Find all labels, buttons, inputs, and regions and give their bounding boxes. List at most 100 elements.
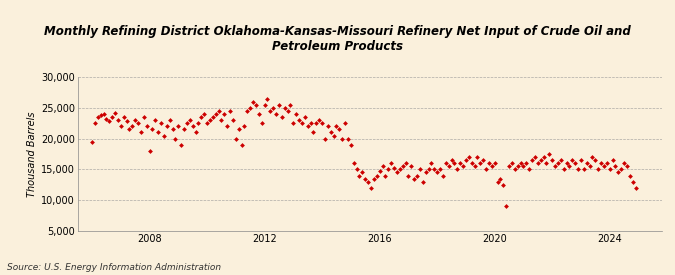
Point [567, 158, 578, 162]
Point [242, 109, 252, 113]
Point [150, 118, 161, 122]
Point [587, 155, 598, 159]
Point [323, 124, 333, 128]
Point [443, 164, 454, 169]
Point [239, 124, 250, 128]
Point [245, 106, 256, 110]
Point [95, 113, 106, 117]
Point [198, 112, 209, 116]
Point [590, 158, 601, 162]
Point [599, 164, 610, 169]
Point [366, 186, 377, 190]
Point [423, 167, 434, 172]
Point [104, 119, 115, 123]
Point [374, 168, 385, 173]
Point [487, 164, 497, 169]
Point [187, 124, 198, 128]
Point [435, 167, 446, 172]
Point [584, 164, 595, 169]
Point [109, 111, 120, 115]
Point [161, 124, 172, 128]
Point [305, 121, 316, 125]
Point [558, 167, 569, 172]
Point [581, 161, 592, 166]
Point [319, 136, 330, 141]
Point [348, 161, 359, 166]
Point [518, 164, 529, 169]
Point [236, 142, 247, 147]
Point [136, 130, 146, 135]
Point [147, 127, 158, 131]
Point [533, 161, 543, 166]
Point [392, 170, 402, 175]
Point [302, 124, 313, 128]
Point [271, 112, 281, 116]
Point [90, 121, 101, 125]
Point [398, 164, 408, 169]
Point [406, 164, 416, 169]
Point [360, 177, 371, 181]
Point [300, 115, 310, 119]
Point [124, 127, 135, 131]
Point [619, 161, 630, 166]
Point [285, 103, 296, 107]
Point [225, 109, 236, 113]
Point [211, 112, 221, 116]
Point [164, 118, 175, 122]
Point [613, 170, 624, 175]
Point [501, 204, 512, 208]
Point [452, 167, 462, 172]
Point [547, 158, 558, 162]
Point [601, 161, 612, 166]
Point [259, 103, 270, 107]
Point [506, 161, 517, 166]
Point [460, 158, 471, 162]
Point [610, 164, 621, 169]
Point [362, 180, 373, 184]
Point [337, 136, 348, 141]
Point [553, 161, 564, 166]
Point [173, 124, 184, 128]
Point [167, 127, 178, 131]
Point [464, 155, 475, 159]
Point [121, 119, 132, 123]
Point [469, 164, 480, 169]
Point [515, 161, 526, 166]
Point [483, 161, 494, 166]
Point [296, 121, 307, 125]
Point [489, 161, 500, 166]
Point [331, 124, 342, 128]
Point [334, 127, 345, 131]
Point [475, 161, 486, 166]
Point [604, 167, 615, 172]
Point [184, 118, 195, 122]
Point [179, 127, 190, 131]
Point [414, 167, 425, 172]
Point [170, 136, 181, 141]
Point [627, 180, 638, 184]
Point [130, 118, 140, 122]
Point [578, 167, 589, 172]
Point [308, 130, 319, 135]
Point [132, 121, 143, 125]
Point [535, 158, 546, 162]
Point [144, 149, 155, 153]
Y-axis label: Thousand Barrels: Thousand Barrels [27, 111, 36, 197]
Point [549, 164, 560, 169]
Point [371, 173, 382, 178]
Point [277, 115, 288, 119]
Point [504, 164, 514, 169]
Point [219, 112, 230, 116]
Point [472, 155, 483, 159]
Point [127, 124, 138, 128]
Point [526, 158, 537, 162]
Point [153, 130, 163, 135]
Point [541, 161, 552, 166]
Point [608, 158, 618, 162]
Point [253, 112, 264, 116]
Point [159, 133, 169, 138]
Point [256, 121, 267, 125]
Point [222, 124, 233, 128]
Point [596, 161, 607, 166]
Point [495, 177, 506, 181]
